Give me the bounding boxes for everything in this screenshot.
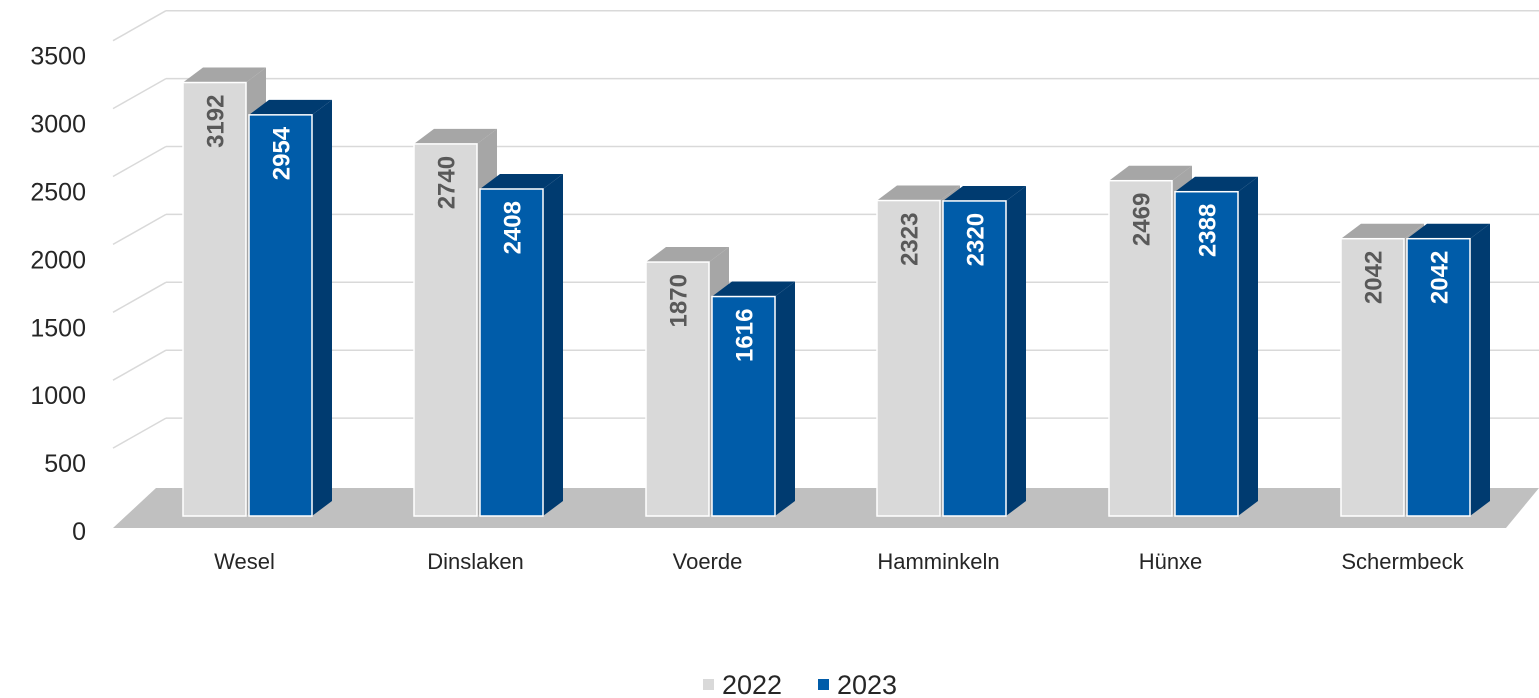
bar-front xyxy=(942,200,1007,517)
bar-top xyxy=(249,99,332,115)
bar-front xyxy=(876,199,941,517)
bar-front xyxy=(1340,237,1405,517)
bar-front xyxy=(645,261,710,517)
data-label: 2042 xyxy=(1361,251,1388,304)
category-label: Wesel xyxy=(214,549,275,574)
y-tick-label: 1500 xyxy=(30,314,86,342)
category-label: Schermbeck xyxy=(1341,549,1464,574)
bar-top xyxy=(480,173,563,189)
legend: 2022 2023 xyxy=(703,670,897,698)
gridline-side xyxy=(112,349,167,381)
bar-side xyxy=(1238,176,1258,516)
bar-top xyxy=(712,281,795,297)
bars: 3192 2954 2740 2408 1870 1616 2323 2320 2469 2388… xyxy=(182,67,1490,517)
bar: 2954 xyxy=(248,99,332,517)
bar: 1616 xyxy=(711,281,795,517)
gridline-side xyxy=(112,145,167,178)
data-label: 2042 xyxy=(1427,251,1454,304)
y-tick-label: 0 xyxy=(72,518,86,546)
gridline-side xyxy=(112,281,167,313)
data-label: 2323 xyxy=(897,213,924,266)
gridline-side xyxy=(112,77,167,110)
bar: 2320 xyxy=(942,185,1026,517)
data-label: 1616 xyxy=(732,309,759,362)
category-label: Voerde xyxy=(673,549,743,574)
bar: 2408 xyxy=(479,173,563,517)
bar-top xyxy=(646,247,729,263)
bar-side xyxy=(1470,223,1490,516)
y-tick-label: 1000 xyxy=(30,382,86,410)
y-tick-label: 500 xyxy=(44,450,86,478)
category-label: Hünxe xyxy=(1139,549,1203,574)
bar: 2388 xyxy=(1174,176,1258,517)
bar-top xyxy=(877,185,960,201)
y-tick-label: 2500 xyxy=(30,179,86,207)
bar-front xyxy=(1406,237,1471,517)
data-label: 2320 xyxy=(963,213,990,266)
y-tick-label: 3500 xyxy=(30,43,86,71)
data-label: 2408 xyxy=(500,201,527,254)
bar-front xyxy=(413,143,478,517)
data-label: 1870 xyxy=(666,274,693,327)
bar-top xyxy=(183,67,266,83)
bar: 2042 xyxy=(1406,223,1490,517)
y-tick-label: 2000 xyxy=(30,246,86,274)
data-label: 2954 xyxy=(269,126,296,180)
bar-front xyxy=(711,295,776,517)
bar-top xyxy=(1109,165,1192,181)
bar-front xyxy=(479,188,544,517)
gridline-side xyxy=(112,417,167,449)
data-label: 3192 xyxy=(203,95,230,148)
y-tick-label: 3000 xyxy=(30,111,86,139)
legend-swatch xyxy=(818,679,829,690)
legend-label: 2023 xyxy=(837,670,897,698)
bar-top xyxy=(1341,223,1424,239)
bar-top xyxy=(943,185,1026,201)
bar-front xyxy=(1174,190,1239,517)
data-label: 2388 xyxy=(1195,204,1222,257)
y-axis-ticks: 0 500 1000 1500 2000 2500 3000 3500 xyxy=(30,43,86,546)
bar-side xyxy=(312,99,332,516)
category-label: Dinslaken xyxy=(427,549,524,574)
data-label: 2740 xyxy=(434,156,461,209)
bar-side xyxy=(1006,185,1026,516)
bar-front xyxy=(248,114,313,517)
bar-top xyxy=(1407,223,1490,239)
data-label: 2469 xyxy=(1129,193,1156,246)
x-axis-categories: Wesel Dinslaken Voerde Hamminkeln Hünxe Scher… xyxy=(214,549,1464,574)
bar-side xyxy=(543,173,563,517)
bar-front xyxy=(182,81,247,517)
bar-side xyxy=(775,281,795,516)
legend-label: 2022 xyxy=(722,670,782,698)
gridlines xyxy=(112,9,1539,449)
bar-top xyxy=(414,128,497,144)
legend-swatch xyxy=(703,679,714,690)
bar-front xyxy=(1108,179,1173,517)
gridline-side xyxy=(112,10,167,42)
category-label: Hamminkeln xyxy=(877,549,999,574)
legend-item: 2022 xyxy=(703,670,782,698)
gridline-side xyxy=(112,213,167,246)
legend-item: 2023 xyxy=(818,670,897,698)
bar-top xyxy=(1175,176,1258,192)
